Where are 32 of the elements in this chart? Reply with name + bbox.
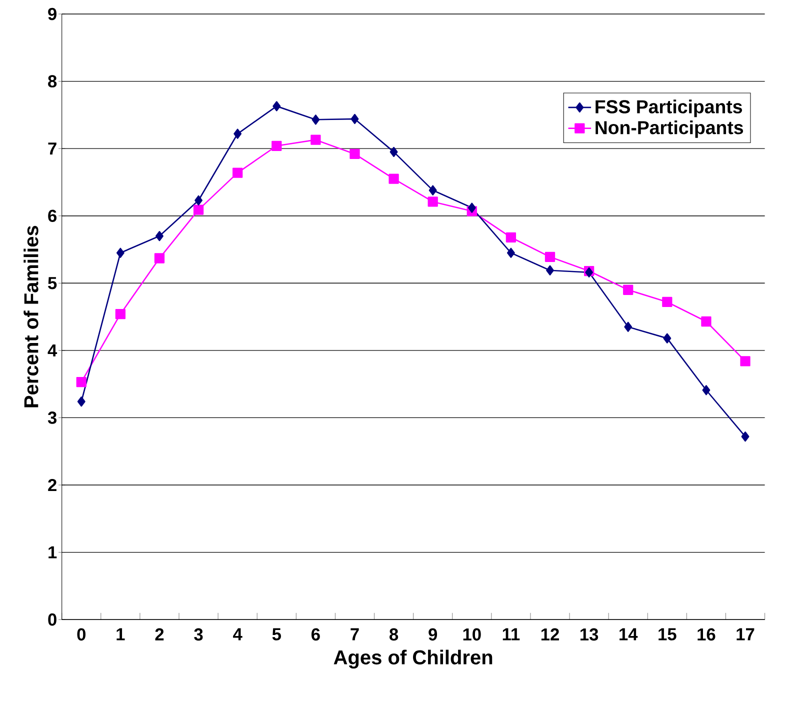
x-axis-title: Ages of Children (334, 650, 492, 668)
x-tick-label: 7 (350, 628, 359, 640)
y-tick-label: 3 (48, 411, 57, 424)
x-tick-label: 5 (272, 628, 281, 640)
y-tick-label: 8 (48, 75, 57, 88)
y-tick-label: 7 (48, 142, 56, 154)
x-tick-label: 2 (155, 628, 164, 640)
x-tick-label: 17 (736, 628, 754, 640)
legend-label: Non-Participants (596, 120, 744, 138)
y-tick-label: 5 (48, 276, 57, 290)
x-tick-label: 15 (658, 628, 676, 640)
x-tick-label: 3 (194, 628, 203, 640)
x-tick-label: 12 (541, 628, 559, 640)
x-tick-label: 16 (698, 628, 716, 640)
x-tick-label: 8 (390, 628, 398, 640)
x-tick-label: 4 (233, 628, 242, 640)
x-tick-label: 10 (463, 628, 481, 640)
legend-label: FSS Participants (596, 100, 742, 117)
x-tick-label: 0 (77, 628, 86, 640)
y-tick-label: 0 (48, 613, 56, 626)
y-tick-label: 4 (48, 344, 58, 356)
y-tick-label: 2 (48, 478, 56, 491)
y-axis-title: Percent of Families (24, 226, 38, 408)
y-tick-label: 6 (48, 210, 57, 222)
x-tick-label: 9 (428, 628, 438, 640)
x-tick-label: 13 (580, 628, 598, 640)
x-tick-label: 6 (311, 628, 320, 640)
x-tick-label: 11 (502, 628, 520, 640)
y-tick-label: 9 (48, 8, 56, 20)
y-tick-label: 1 (48, 546, 57, 558)
x-tick-label: 1 (116, 628, 125, 640)
x-tick-label: 14 (620, 628, 638, 640)
